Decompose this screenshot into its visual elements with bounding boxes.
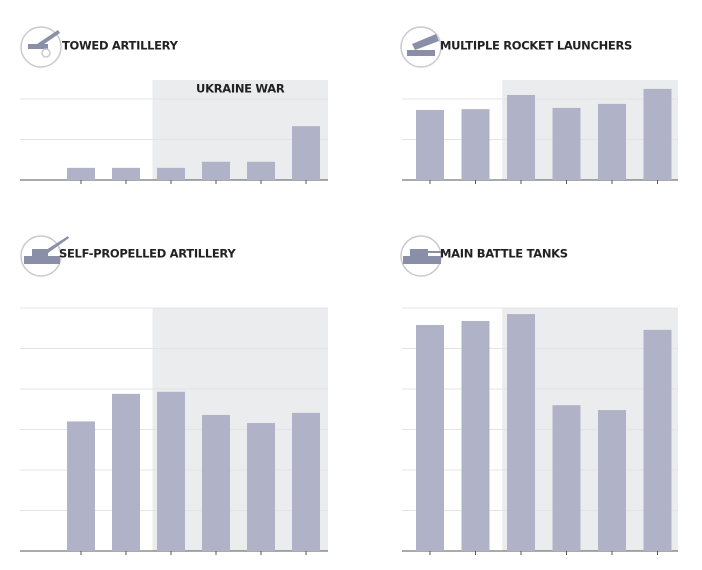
bar [247, 161, 275, 180]
bar [67, 167, 95, 180]
bar [507, 314, 535, 551]
bar [202, 161, 230, 180]
bar [292, 126, 320, 180]
bar [552, 107, 581, 180]
panel-title: TOWED ARTILLERY [62, 39, 179, 53]
panel-title: SELF-PROPELLED ARTILLERY [59, 247, 236, 261]
bar [461, 320, 490, 551]
bar [507, 94, 535, 180]
icon-tank [400, 235, 444, 277]
bar [643, 88, 672, 180]
panel-title: MAIN BATTLE TANKS [440, 247, 568, 261]
panel-title: MULTIPLE ROCKET LAUNCHERS [440, 39, 632, 53]
bar [247, 423, 275, 551]
bar [292, 412, 320, 551]
bar [112, 393, 140, 551]
bar [202, 414, 230, 551]
icon-mrl [400, 26, 442, 68]
bar [643, 329, 672, 551]
bar [112, 167, 140, 180]
bar [416, 109, 444, 180]
icon-towed [20, 26, 62, 68]
bar [157, 167, 185, 180]
bar [416, 325, 444, 551]
bar [598, 410, 626, 551]
bar [552, 405, 581, 551]
bar [461, 109, 490, 180]
annotation: UKRAINE WAR [196, 82, 285, 96]
icon-spa [20, 235, 69, 277]
bar [67, 421, 95, 551]
bar [598, 103, 626, 180]
bar [157, 391, 185, 551]
